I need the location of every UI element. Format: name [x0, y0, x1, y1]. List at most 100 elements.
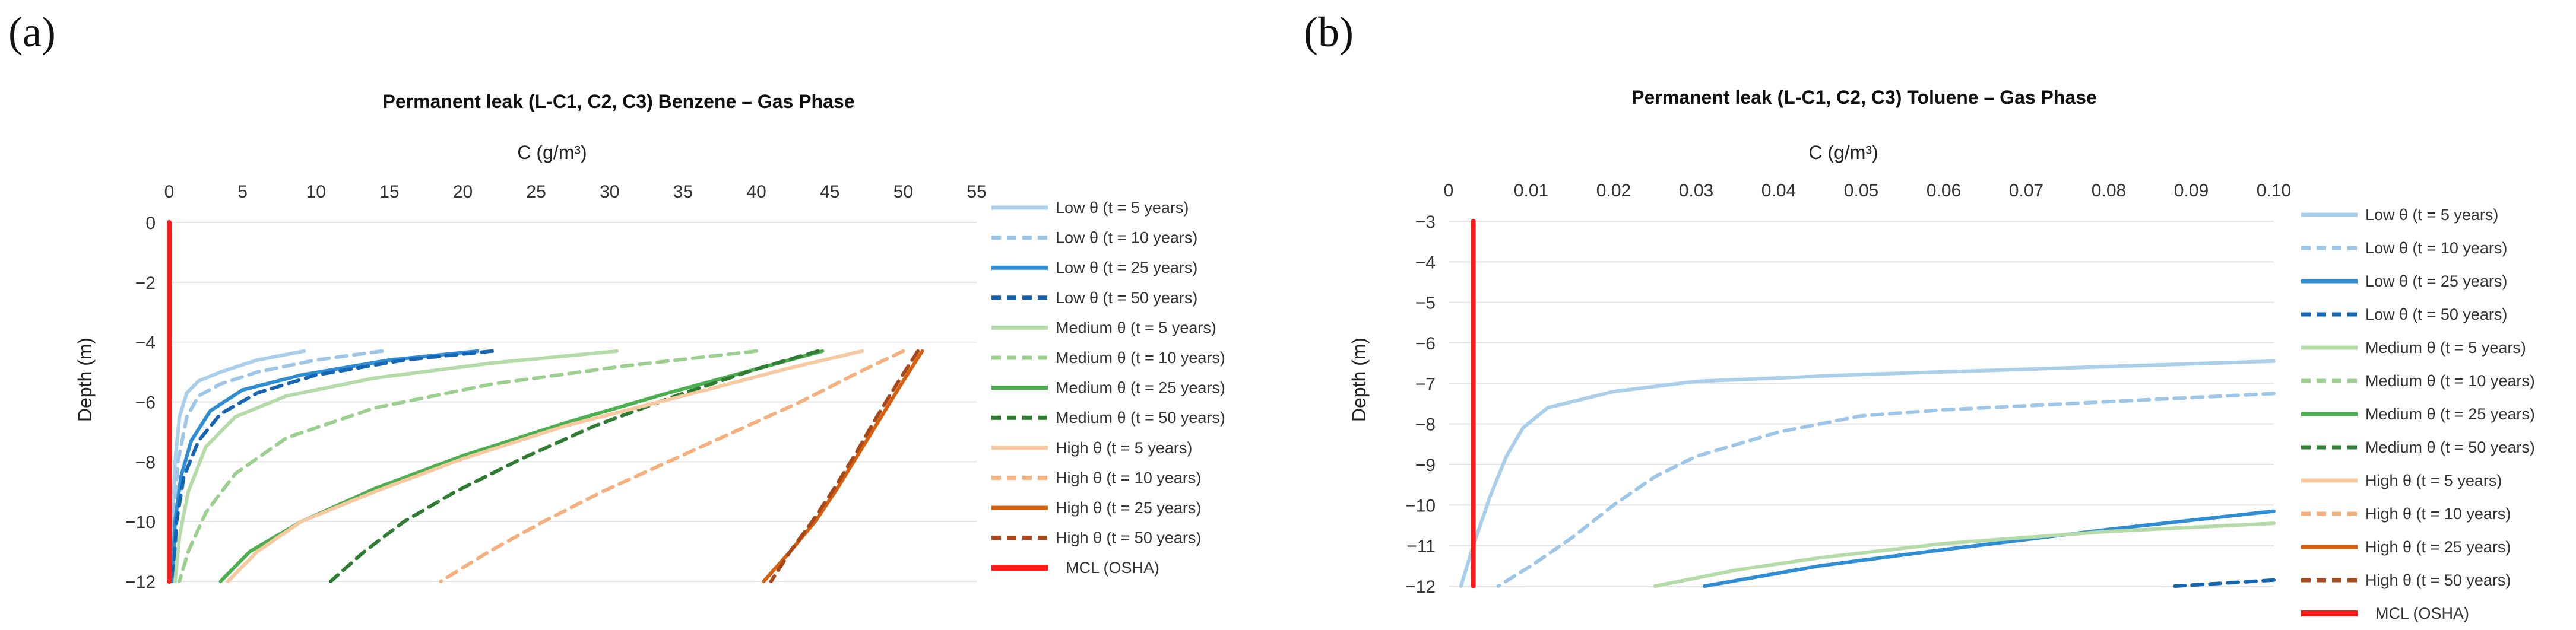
legend-label: High θ (t = 25 years) [2365, 538, 2511, 556]
y-axis-title-b: Depth (m) [1348, 338, 1370, 422]
y-tick-label: −4 [135, 333, 156, 353]
x-tick-label: 0.06 [1927, 181, 1961, 201]
legend-label: Medium θ (t = 5 years) [1056, 319, 1216, 336]
x-tick-label: 0.01 [1514, 181, 1548, 201]
series-line-5 [178, 349, 759, 583]
series-line-8 [226, 349, 864, 583]
x-tick-label: 15 [379, 182, 399, 202]
y-tick-label: −7 [1415, 374, 1436, 394]
plot-area-b [1449, 219, 2276, 588]
legend-label: High θ (t = 10 years) [2365, 505, 2511, 523]
x-tick-label: 10 [306, 182, 326, 202]
x-tick-label: 0.05 [1844, 181, 1878, 201]
series-line-7 [329, 349, 820, 583]
legend-label: High θ (t = 10 years) [1056, 469, 1201, 486]
chart-title-b: Permanent leak (L-C1, C2, C3) Toluene – … [1631, 87, 2097, 108]
series-line-0 [1459, 359, 2276, 588]
x-tick-label: 55 [967, 182, 986, 202]
x-tick-label: 0.09 [2174, 181, 2209, 201]
y-tick-label: −3 [1415, 212, 1436, 232]
y-tick-label: −9 [1415, 456, 1436, 475]
legend-label: Low θ (t = 25 years) [2365, 272, 2507, 290]
series-line-3 [171, 349, 494, 583]
series-line-9 [439, 349, 905, 583]
x-axis-title-a: C (g/m³) [517, 142, 587, 163]
y-tick-label: −12 [1405, 577, 1436, 597]
panel-a-benzene: (a) Permanent leak (L-C1, C2, C3) Benzen… [8, 8, 1225, 592]
legend-label: High θ (t = 5 years) [2365, 472, 2502, 489]
x-tick-label: 0.02 [1596, 181, 1631, 201]
legend-label: Medium θ (t = 50 years) [2365, 438, 2535, 456]
y-tick-label: 0 [145, 214, 156, 233]
x-tick-label: 40 [746, 182, 766, 202]
legend-label: Low θ (t = 50 years) [2365, 306, 2507, 323]
legend-label: High θ (t = 25 years) [1056, 499, 1201, 517]
x-tick-label: 0.07 [2009, 181, 2043, 201]
legend-label: High θ (t = 5 years) [1056, 439, 1192, 457]
series-line-1 [1496, 392, 2276, 588]
panel-b-toluene: (b) Permanent leak (L-C1, C2, C3) Toluen… [1304, 8, 2535, 622]
legend-label: MCL (OSHA) [1066, 559, 1159, 577]
series-line-6 [218, 349, 825, 583]
y-tick-label: −8 [1415, 415, 1436, 435]
legend-label: MCL (OSHA) [2375, 604, 2469, 622]
y-ticks-a: 0 −2 −4 −6 −8 −10 −12 [125, 214, 156, 592]
y-tick-label: −10 [1405, 496, 1436, 516]
y-tick-label: −2 [135, 273, 156, 293]
legend-label: Medium θ (t = 5 years) [2365, 339, 2526, 357]
series-line-0 [169, 349, 306, 583]
x-tick-label: 0 [1444, 181, 1454, 201]
x-tick-label: 5 [237, 182, 248, 202]
x-tick-label: 0.03 [1679, 181, 1713, 201]
x-tick-label: 0.10 [2257, 181, 2291, 201]
x-tick-label: 0.08 [2092, 181, 2126, 201]
legend-label: Low θ (t = 5 years) [1056, 199, 1189, 217]
legend-label: High θ (t = 50 years) [2365, 571, 2511, 589]
legend-label: Low θ (t = 10 years) [1056, 229, 1197, 247]
y-axis-title-a: Depth (m) [74, 338, 96, 422]
x-ticks-a: 0 5 10 15 20 25 30 35 40 45 50 55 [164, 182, 987, 202]
legend-label: High θ (t = 50 years) [1056, 529, 1201, 547]
x-tick-label: 50 [893, 182, 913, 202]
series-line-2 [1702, 509, 2276, 588]
y-tick-label: −11 [1406, 537, 1436, 556]
y-tick-label: −10 [125, 513, 156, 532]
y-tick-label: −12 [125, 572, 156, 592]
x-tick-label: 20 [453, 182, 473, 202]
chart-title-a: Permanent leak (L-C1, C2, C3) Benzene – … [383, 91, 855, 112]
legend-label: Medium θ (t = 25 years) [1056, 379, 1225, 397]
y-tick-label: −4 [1415, 253, 1436, 272]
x-tick-label: 45 [820, 182, 839, 202]
series-line-2 [170, 349, 480, 583]
series-line-3 [2173, 578, 2276, 588]
x-tick-label: 25 [526, 182, 546, 202]
y-ticks-b: −3 −4 −5 −6 −7 −8 −9 −10 −11 −12 [1405, 212, 1436, 597]
legend-label: Low θ (t = 25 years) [1056, 259, 1197, 276]
series-line-10 [762, 349, 924, 583]
legend-label: Medium θ (t = 50 years) [1056, 409, 1225, 427]
y-tick-label: −5 [1415, 294, 1436, 313]
x-ticks-b: 0 0.01 0.02 0.03 0.04 0.05 0.06 0.07 0.08 0.09 0.1… [1444, 181, 2292, 201]
series-line-4 [1653, 521, 2276, 588]
panel-label-a: (a) [8, 8, 56, 56]
series-line-11 [769, 349, 920, 583]
legend-label: Medium θ (t = 25 years) [2365, 405, 2535, 423]
plot-area-a [167, 220, 977, 584]
x-tick-label: 0.04 [1761, 181, 1796, 201]
y-tick-label: −6 [1415, 334, 1436, 354]
legend-label: Low θ (t = 10 years) [2365, 239, 2507, 257]
series-line-1 [169, 349, 384, 583]
series-line-4 [173, 349, 619, 583]
legend-b: Low θ (t = 5 years) Low θ (t = 10 years) L… [2301, 206, 2535, 622]
x-tick-label: 30 [600, 182, 619, 202]
legend-label: Medium θ (t = 10 years) [1056, 349, 1225, 367]
legend-a: Low θ (t = 5 years) Low θ (t = 10 years) L… [991, 199, 1225, 577]
x-axis-title-b: C (g/m³) [1808, 142, 1878, 163]
x-tick-label: 0 [164, 182, 175, 202]
y-tick-label: −6 [135, 393, 156, 413]
y-tick-label: −8 [135, 453, 156, 472]
legend-label: Low θ (t = 5 years) [2365, 206, 2498, 224]
panel-label-b: (b) [1304, 8, 1354, 56]
x-tick-label: 35 [673, 182, 693, 202]
